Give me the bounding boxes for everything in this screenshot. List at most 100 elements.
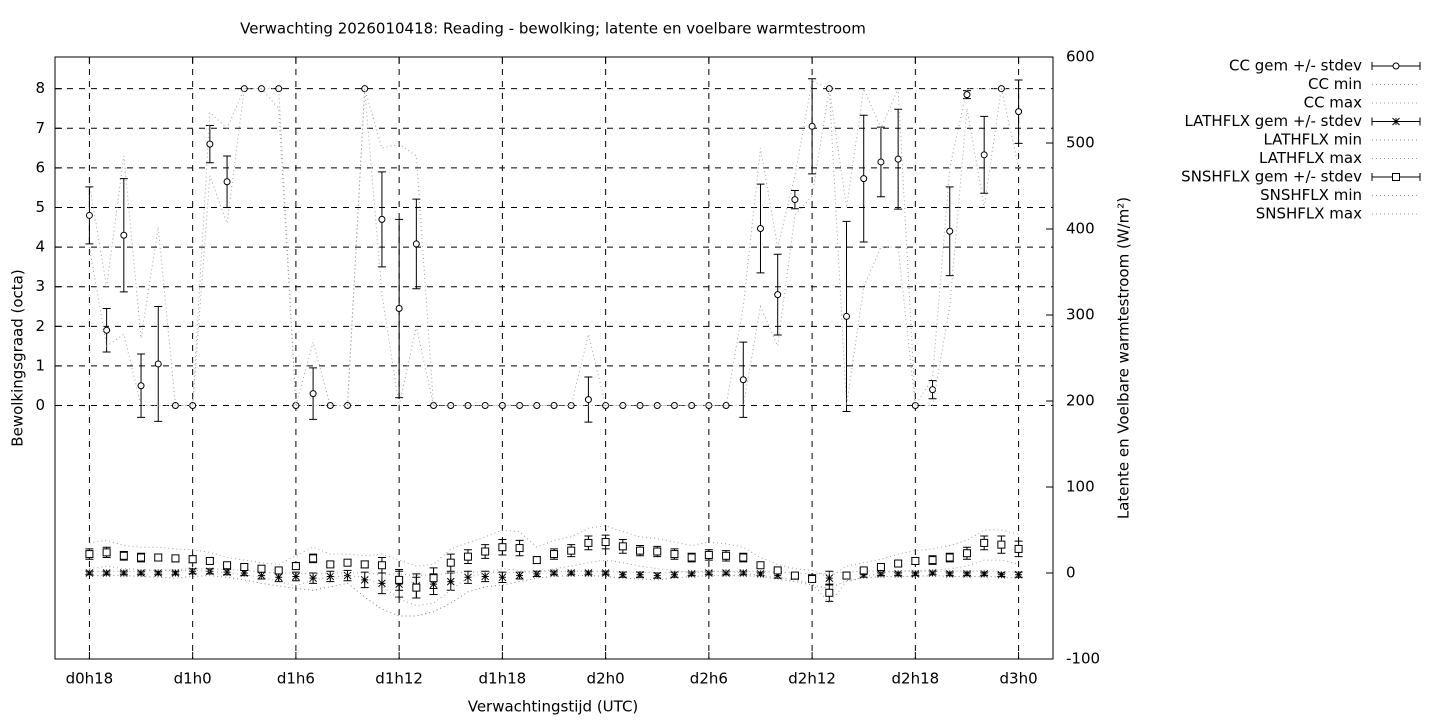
marker: [790, 571, 799, 580]
marker: [601, 569, 610, 577]
marker: [705, 569, 713, 577]
y-tick-label: 3: [35, 277, 45, 295]
marker: [739, 553, 748, 562]
marker: [257, 564, 266, 573]
marker: [842, 571, 851, 580]
marker: [704, 550, 713, 559]
marker: [171, 569, 180, 577]
marker: [309, 554, 318, 563]
marker: [103, 326, 111, 334]
marker: [860, 175, 868, 183]
x-tick-label: d1h0: [174, 670, 212, 688]
marker: [618, 570, 627, 579]
legend-label: CC gem +/- stdev: [1229, 57, 1362, 75]
marker: [533, 402, 541, 410]
y-tick-label: 6: [35, 158, 45, 176]
marker: [412, 583, 421, 592]
marker: [326, 572, 335, 581]
marker: [429, 574, 438, 583]
marker: [1014, 570, 1023, 579]
marker: [808, 122, 816, 130]
legend-marker: [1392, 173, 1400, 181]
x-tick-label: d3h0: [1000, 670, 1038, 688]
marker: [997, 570, 1006, 579]
legend-label: LATHFLX max: [1259, 149, 1362, 167]
marker: [550, 550, 558, 559]
legend-label: CC min: [1308, 75, 1362, 93]
marker: [119, 569, 128, 577]
marker: [498, 573, 507, 582]
range-line: [89, 575, 1019, 617]
marker: [205, 556, 214, 565]
marker: [739, 376, 747, 384]
marker: [481, 572, 490, 581]
y-tick-label: 7: [35, 119, 45, 137]
marker: [945, 553, 954, 562]
marker: [102, 569, 111, 577]
legend-marker: [1392, 62, 1400, 70]
marker: [188, 555, 197, 564]
marker: [85, 569, 94, 577]
marker: [859, 566, 868, 575]
y2-tick-label: 200: [1066, 392, 1095, 410]
legend-label: LATHFLX gem +/- stdev: [1184, 112, 1362, 130]
marker: [929, 386, 937, 394]
y-tick-label: 5: [35, 198, 45, 216]
marker: [928, 569, 937, 577]
marker: [997, 540, 1006, 549]
legend-label: SNSHFLX max: [1256, 205, 1362, 223]
marker: [447, 402, 455, 410]
marker: [378, 579, 386, 588]
marker: [360, 560, 369, 569]
marker: [756, 561, 765, 570]
marker: [584, 538, 593, 547]
y2-tick-label: 300: [1066, 306, 1095, 324]
marker: [188, 567, 197, 576]
marker: [911, 570, 920, 578]
marker: [223, 178, 231, 186]
plot-frame: [54, 56, 1054, 660]
marker: [963, 570, 971, 578]
marker: [567, 569, 576, 577]
marker: [601, 538, 610, 547]
marker: [550, 569, 558, 577]
marker: [120, 231, 128, 239]
marker: [343, 571, 352, 580]
y2-tick-label: 500: [1066, 134, 1095, 152]
marker: [1015, 108, 1023, 116]
marker: [464, 573, 472, 582]
x-tick-label: d1h6: [277, 670, 315, 688]
marker: [774, 291, 782, 299]
marker: [240, 562, 249, 571]
marker: [481, 547, 490, 556]
marker: [206, 140, 214, 148]
marker: [532, 556, 541, 565]
marker: [894, 570, 902, 578]
marker: [911, 402, 919, 410]
marker: [395, 304, 403, 312]
marker: [119, 551, 128, 560]
y-tick-label: 2: [35, 317, 45, 335]
marker: [326, 560, 335, 569]
marker: [532, 570, 541, 578]
marker: [154, 360, 162, 368]
y-tick-label: 0: [35, 396, 45, 414]
marker: [687, 553, 696, 562]
y2-tick-label: 0: [1066, 564, 1076, 582]
marker: [137, 553, 146, 562]
y-axis-label: Bewolkingsgraad (octa): [9, 269, 27, 446]
marker: [980, 570, 989, 578]
marker: [722, 569, 730, 577]
marker: [584, 569, 593, 577]
y2-axis-label: Latente en Voelbare warmtestroom (W/m²): [1115, 197, 1133, 519]
marker: [326, 402, 334, 410]
legend-label: SNSHFLX min: [1260, 186, 1362, 204]
y2-tick-label: 400: [1066, 220, 1095, 238]
marker: [670, 570, 679, 579]
marker: [102, 548, 111, 557]
marker: [481, 402, 489, 410]
marker: [515, 544, 524, 553]
legend-label: SNSHFLX gem +/- stdev: [1181, 168, 1362, 186]
